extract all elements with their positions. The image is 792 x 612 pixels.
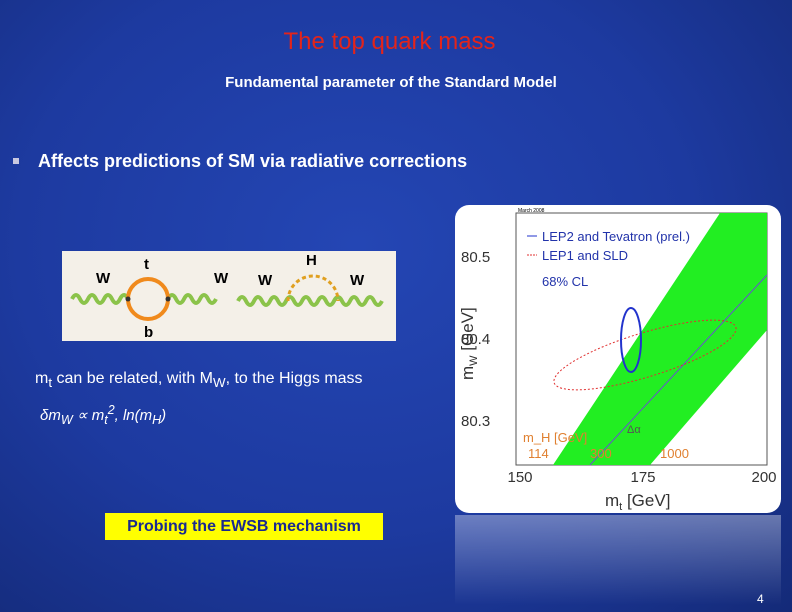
- page-number: 4: [757, 592, 764, 606]
- label: b: [144, 324, 153, 341]
- cl-label: 68% CL: [542, 274, 588, 289]
- text: [GeV]: [622, 491, 670, 510]
- text: ): [161, 407, 167, 424]
- text: W: [468, 355, 480, 366]
- bullet-marker: [13, 158, 19, 164]
- text: , to the Higgs mass: [225, 370, 363, 387]
- delta-alpha: Δα: [627, 424, 641, 436]
- text: 2: [107, 403, 115, 417]
- text: t: [104, 413, 108, 427]
- vertex: [165, 296, 171, 302]
- feynman-diagrams: W W t b W W H: [62, 251, 396, 341]
- text: m: [605, 491, 619, 510]
- bullet-text: Affects predictions of SM via radiative …: [38, 151, 468, 171]
- text: m: [458, 366, 477, 380]
- text: [GeV]: [458, 307, 477, 355]
- label: H: [306, 252, 317, 269]
- lep1-contour: [553, 319, 737, 391]
- text: m: [35, 370, 49, 387]
- vertex: [125, 296, 131, 302]
- date: March 2008: [518, 208, 545, 214]
- subtitle: Fundamental parameter of the Standard Mo…: [225, 74, 557, 91]
- band: [553, 213, 767, 465]
- label: t: [144, 256, 149, 273]
- text: t: [619, 501, 622, 513]
- mh-line: [589, 274, 768, 466]
- x-axis-label: mt [GeV]: [605, 491, 670, 513]
- legend-label: LEP1 and SLD: [542, 248, 628, 263]
- text: W: [60, 413, 73, 427]
- y-tick-label: 80.4: [461, 331, 490, 348]
- text: can be related, with M: [52, 370, 213, 387]
- mh-value: 1000: [660, 446, 689, 461]
- text: , ln(m: [114, 407, 153, 424]
- x-tick-label: 175: [630, 469, 655, 486]
- mh-value: 300: [590, 446, 612, 461]
- label: W: [96, 270, 111, 287]
- relation: mt can be related, with MW, to the Higgs…: [35, 370, 363, 390]
- x-tick-label: 150: [507, 469, 532, 486]
- label: W: [350, 272, 365, 289]
- w-line: [236, 295, 384, 307]
- tevatron-contour: [620, 307, 642, 373]
- label: W: [214, 270, 229, 287]
- legend-label: LEP2 and Tevatron (prel.): [542, 229, 690, 244]
- callout: Probing the EWSB mechanism: [105, 513, 383, 540]
- figure: March 2008 LEP2 and Tevatron (prel.) LEP…: [455, 205, 781, 605]
- text: W: [213, 375, 226, 391]
- x-tick-label: 200: [751, 469, 776, 486]
- mh-label: m_H [GeV]: [523, 430, 587, 445]
- title: The top quark mass: [283, 28, 496, 55]
- text: t: [48, 375, 53, 391]
- text: δm: [40, 407, 61, 424]
- y-axis-label: mW [GeV]: [458, 307, 480, 380]
- reflection: [455, 515, 781, 605]
- w-line: [166, 293, 218, 305]
- mh-value: 114: [528, 446, 549, 461]
- y-tick-label: 80.3: [461, 413, 490, 430]
- text: H: [152, 413, 162, 427]
- text: ∝ m: [72, 407, 105, 424]
- higgs-loop: [286, 274, 340, 302]
- w-line: [70, 293, 130, 305]
- y-tick-label: 80.5: [461, 249, 490, 266]
- label: W: [258, 272, 273, 289]
- formula: δmW ∝ mt2, ln(mH): [40, 403, 166, 427]
